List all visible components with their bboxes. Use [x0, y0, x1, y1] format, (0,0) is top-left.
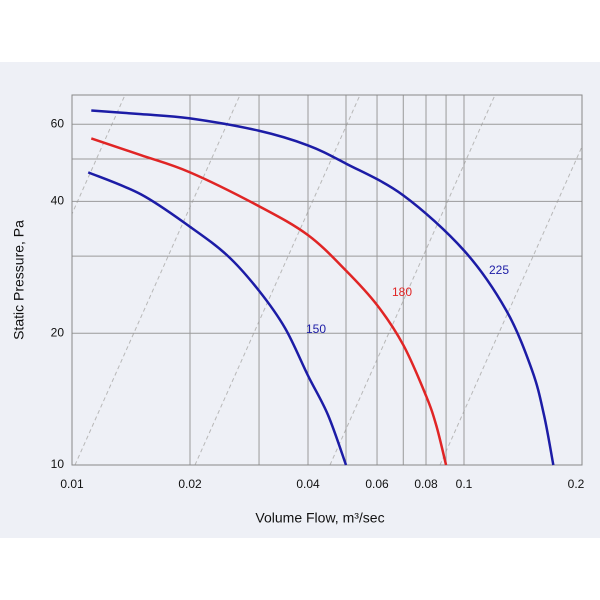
system-curve [72, 95, 126, 216]
x-tick-label: 0.2 [568, 477, 585, 491]
x-tick-label: 0.06 [365, 477, 389, 491]
y-tick-label: 20 [51, 325, 65, 339]
x-axis-label: Volume Flow, m³/sec [255, 510, 384, 526]
x-tick-label: 0.04 [296, 477, 320, 491]
fan-curve [91, 109, 555, 466]
curve-label: 150 [306, 322, 326, 336]
system-curve [74, 95, 241, 465]
curve-label: 180 [392, 285, 412, 299]
fan-curve [90, 137, 448, 466]
system-curve [439, 145, 582, 465]
x-tick-label: 0.08 [414, 477, 438, 491]
y-tick-label: 60 [51, 116, 65, 130]
y-axis-label: Static Pressure, Pa [11, 220, 27, 340]
y-tick-label: 40 [51, 194, 65, 208]
fan-curve [87, 171, 348, 466]
x-tick-label: 0.01 [60, 477, 84, 491]
chart-background [0, 62, 600, 538]
x-tick-label: 0.1 [456, 477, 473, 491]
x-tick-label: 0.02 [178, 477, 202, 491]
y-tick-label: 10 [51, 457, 65, 471]
system-curve [329, 95, 496, 465]
curve-label: 225 [489, 263, 509, 277]
plot-border [71, 94, 583, 466]
